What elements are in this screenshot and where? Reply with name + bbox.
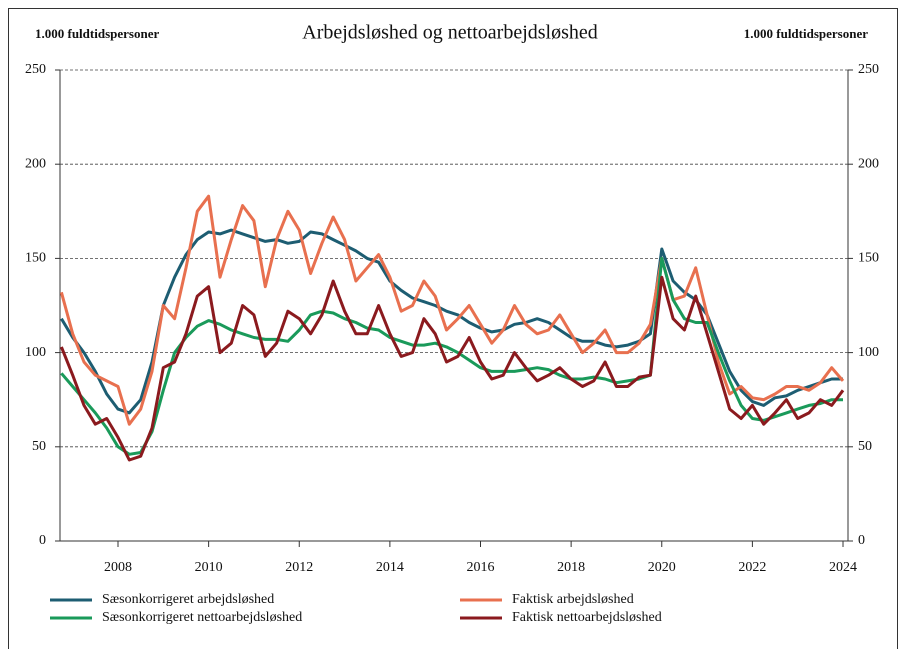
y2-axis-label: 1.000 fuldtidspersoner: [744, 26, 868, 41]
x-tick-label: 2010: [195, 560, 223, 575]
y2-tick-label: 50: [858, 439, 872, 454]
legend-label: Faktisk nettoarbejdsløshed: [512, 610, 662, 625]
series-line: [60, 256, 843, 456]
y-tick-label: 200: [25, 156, 46, 171]
y2-tick-label: 100: [858, 345, 879, 360]
x-tick-label: 2016: [467, 560, 495, 575]
y2-tick-label: 150: [858, 251, 879, 266]
x-tick-label: 2018: [557, 560, 585, 575]
chart-title: Arbejdsløshed og nettoarbejdsløshed: [302, 22, 598, 44]
x-tick-label: 2022: [738, 560, 766, 575]
x-tick-label: 2014: [376, 560, 404, 575]
x-tick-label: 2012: [285, 560, 313, 575]
y2-tick-label: 0: [858, 533, 865, 548]
y-tick-label: 150: [25, 251, 46, 266]
x-tick-label: 2008: [104, 560, 132, 575]
y2-tick-label: 250: [858, 62, 879, 77]
y-tick-label: 50: [32, 439, 46, 454]
series-line: [59, 194, 845, 426]
legend-label: Sæsonkorrigeret nettoarbejdsløshed: [102, 610, 302, 625]
legend-label: Faktisk arbejdsløshed: [512, 592, 634, 607]
y-tick-label: 250: [25, 62, 46, 77]
frame: [8, 8, 898, 649]
y-tick-label: 0: [39, 533, 46, 548]
x-tick-label: 2024: [829, 560, 857, 575]
series-line: [60, 275, 845, 462]
x-tick-label: 2020: [648, 560, 676, 575]
y2-tick-label: 200: [858, 156, 879, 171]
y-tick-label: 100: [25, 345, 46, 360]
legend-label: Sæsonkorrigeret arbejdsløshed: [102, 592, 274, 607]
y-axis-label: 1.000 fuldtidspersoner: [35, 26, 159, 41]
